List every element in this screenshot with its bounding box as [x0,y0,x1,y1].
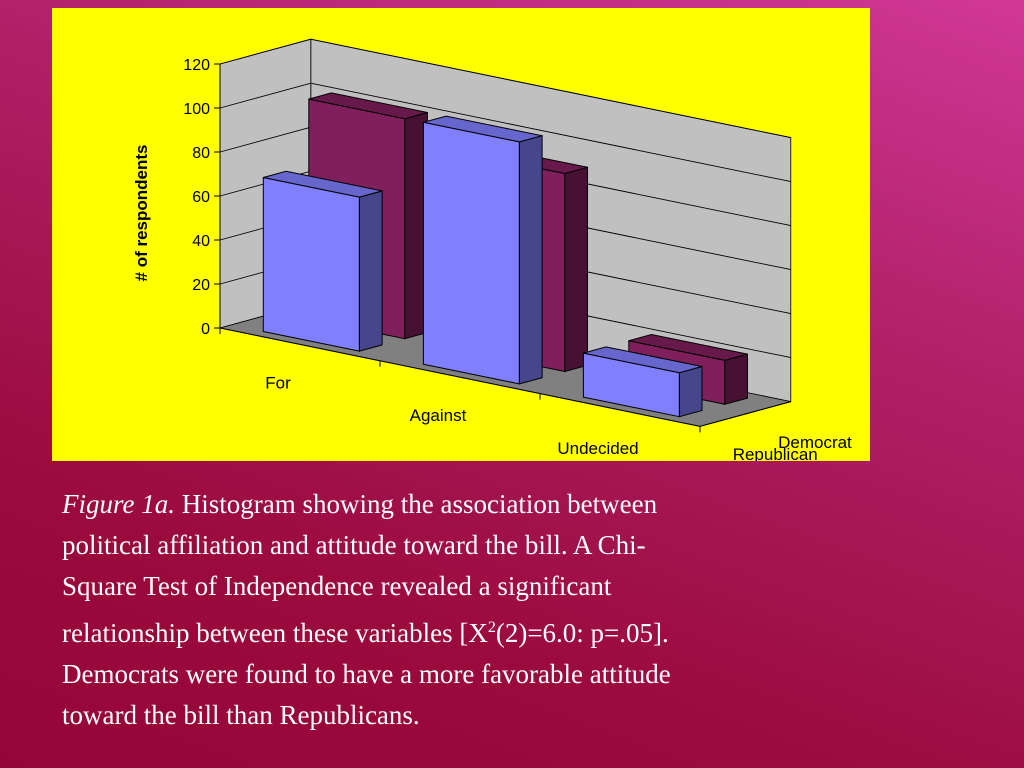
y-tick-label: 40 [192,233,210,250]
depth-axis-line [699,401,791,427]
caption-line-5: Democrats were found to have a more favo… [62,659,671,689]
x-category-label: For [265,373,291,392]
bar-republican-undecided [582,346,703,418]
caption-line-4b: (2)=6.0: p=.05]. [495,618,669,648]
series-label: Republican [733,445,818,461]
y-tick-label: 80 [192,145,210,162]
y-tick-label: 0 [201,321,210,338]
caption-line-3: Square Test of Independence revealed a s… [62,571,612,601]
bar-top-face [263,170,383,198]
bar-top-face [423,115,543,143]
caption-line-1: Histogram showing the association betwee… [181,489,658,519]
bar-side-face [518,135,543,385]
y-tick-label: 20 [192,277,210,294]
bar-top-face [308,92,428,120]
bar-side-face [678,365,703,418]
gridline [219,38,791,139]
bar-top-face [628,333,748,361]
bar-chart: 0 20 40 60 80 100 120 # of respondents For Agains… [132,38,852,461]
bar-front-face [262,176,360,352]
y-tick-label: 100 [183,101,210,118]
bar-side-face [564,166,588,373]
y-tick-label: 60 [192,189,210,206]
y-tick-label: 120 [183,57,210,74]
figure-label: Figure 1a. [62,489,175,519]
caption-line-2: political affiliation and attitude towar… [62,530,646,560]
caption-line-4a: relationship between these variables [X [62,618,488,648]
series-label: Democrat [778,433,852,452]
bar-republican-against [422,115,543,385]
bar-front-face [422,121,520,385]
bar-republican-for [262,170,383,352]
chart-panel: 0 20 40 60 80 100 120 # of respondents For Agains… [52,8,870,461]
y-axis-title: # of respondents [132,145,151,282]
gridline [219,82,791,183]
caption-superscript: 2 [487,619,496,636]
x-category-label: Against [410,406,467,425]
x-axis-line [219,327,701,427]
x-category-label: Undecided [557,439,638,458]
figure-caption: Figure 1a. Histogram showing the associa… [62,484,862,736]
caption-line-6: toward the bill than Republicans. [62,700,420,730]
bar-side-face [724,353,748,405]
bar-side-face [358,190,383,352]
bar-top-face [583,346,703,374]
